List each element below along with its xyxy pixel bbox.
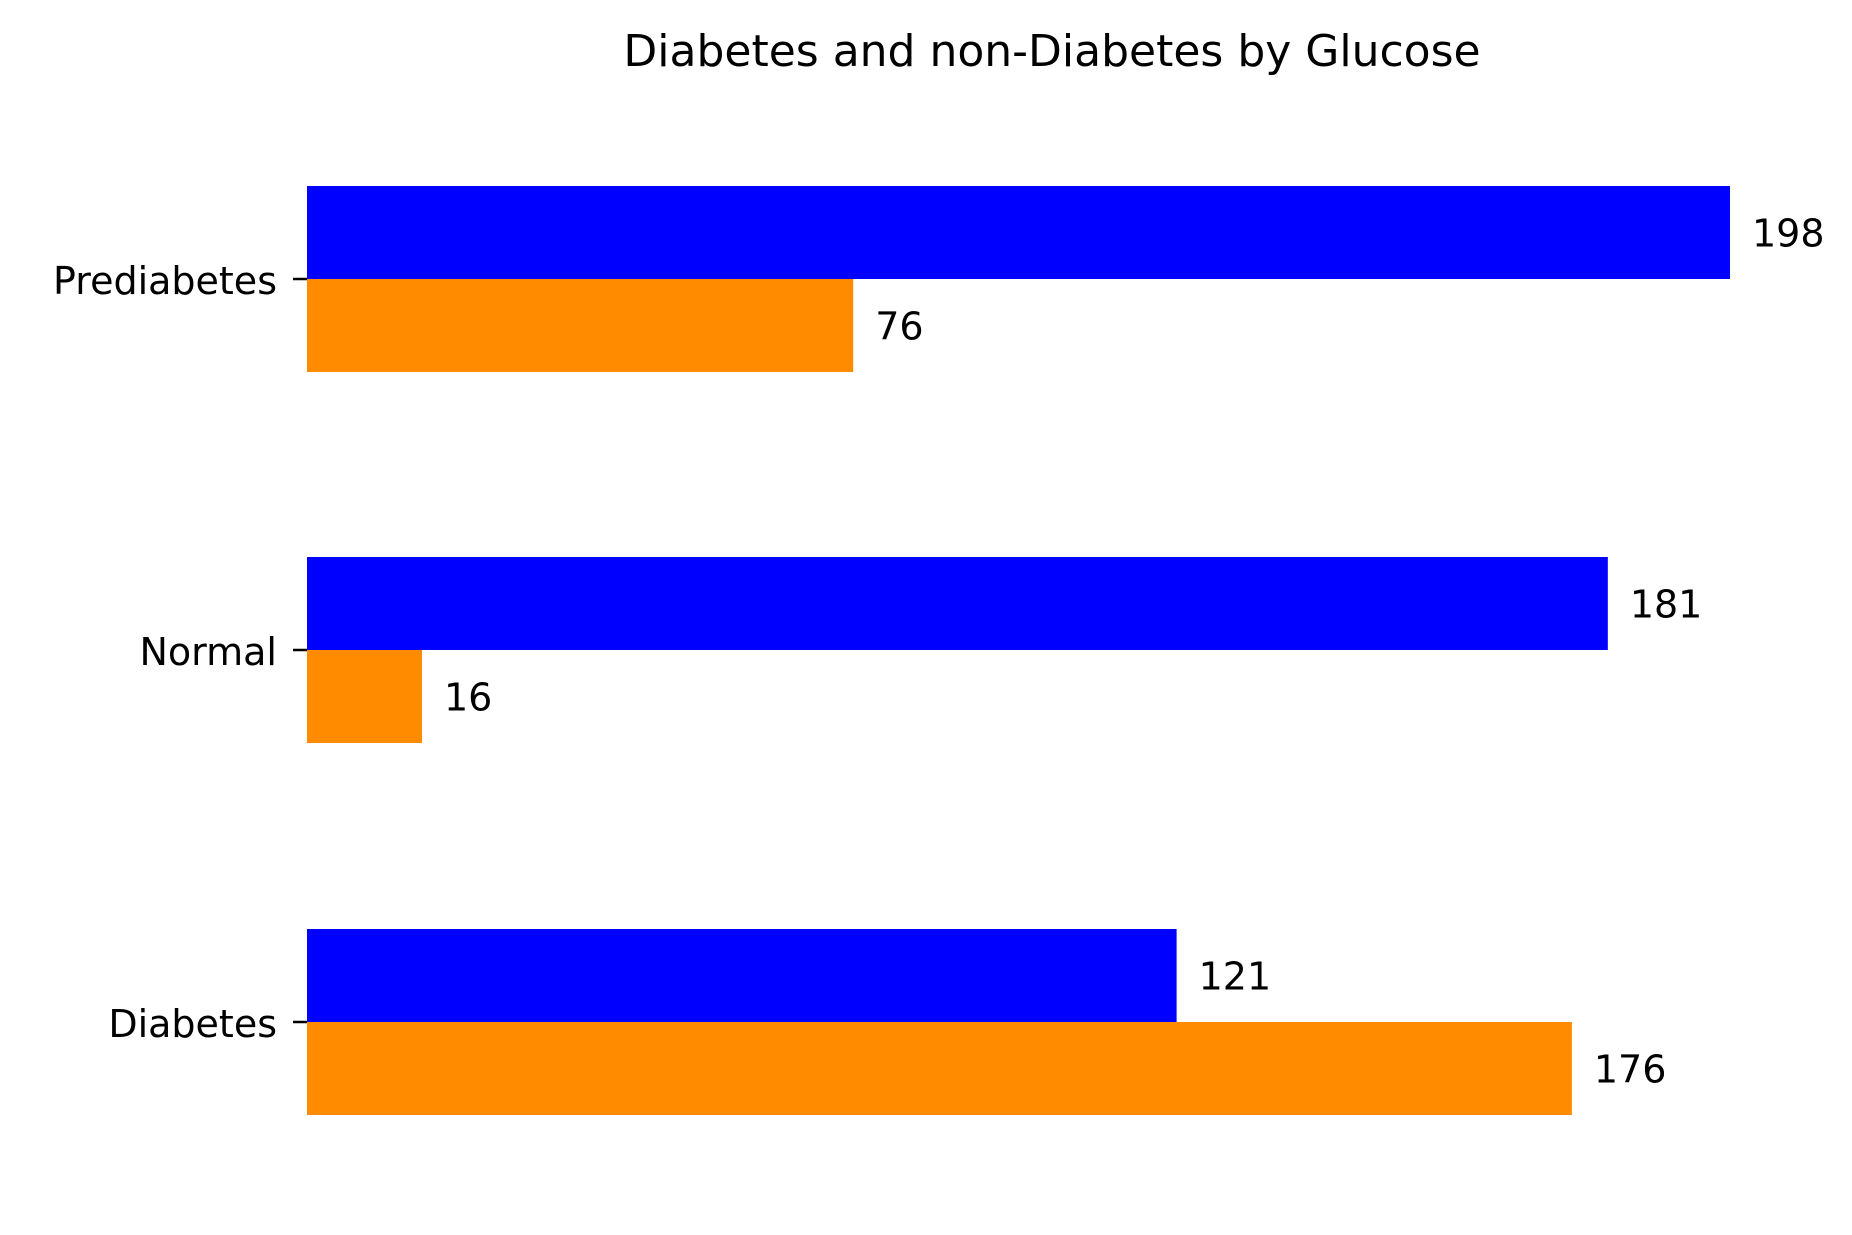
data-label-diabetes-series-1: 121 [1199,955,1272,999]
chart-title: Diabetes and non-Diabetes by Glucose [623,26,1480,77]
bar-normal-series-1 [307,557,1608,650]
data-label-prediabetes-series-1: 198 [1752,212,1825,256]
y-tick-label-prediabetes: Prediabetes [53,259,277,303]
y-axis: Prediabetes Normal Diabetes [53,259,307,1046]
bar-diabetes-series-2 [307,1022,1572,1115]
bar-diabetes-series-1 [307,929,1177,1022]
bar-normal-series-2 [307,650,422,743]
data-labels-layer: 198 76 181 16 121 176 [444,212,1825,1092]
y-tick-label-normal: Normal [140,630,278,674]
bar-prediabetes-series-2 [307,279,854,372]
data-label-normal-series-2: 16 [444,676,492,720]
data-label-prediabetes-series-2: 76 [875,305,923,349]
y-tick-label-diabetes: Diabetes [108,1002,277,1046]
data-label-normal-series-1: 181 [1630,583,1703,627]
bars-layer [307,186,1730,1115]
data-label-diabetes-series-2: 176 [1594,1048,1667,1092]
bar-prediabetes-series-1 [307,186,1730,279]
